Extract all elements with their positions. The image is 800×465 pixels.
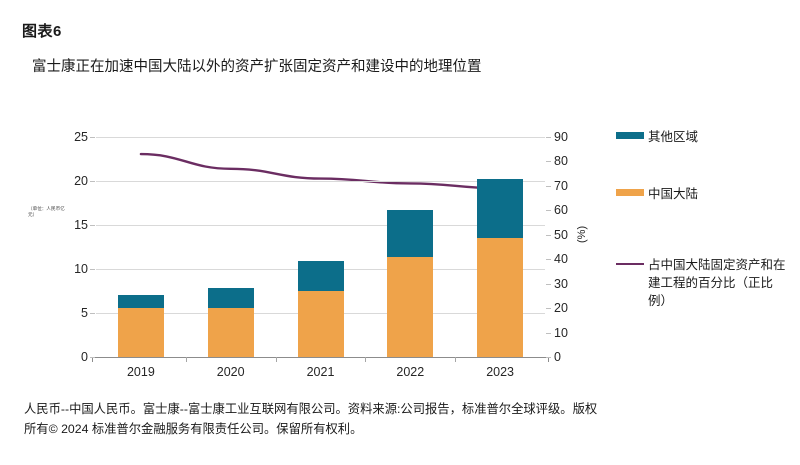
y-axis-right-tick-mark xyxy=(546,283,551,285)
legend-swatch-china-share-line xyxy=(616,263,644,265)
left-axis-unit-label: （单位：人民币亿元） xyxy=(28,206,65,217)
y-axis-left-tick-label: 0 xyxy=(81,350,88,364)
x-axis-tick-label: 2019 xyxy=(126,365,155,379)
y-axis-right-tick-label: 30 xyxy=(554,276,568,291)
bar-segment-china-mainland[interactable] xyxy=(297,291,344,357)
bar-segment-china-mainland[interactable] xyxy=(117,307,164,357)
gridline xyxy=(96,225,545,226)
legend-swatch-other-regions xyxy=(616,132,644,139)
percentage-line-series xyxy=(139,152,502,190)
x-axis-tick-label: 2021 xyxy=(306,365,335,379)
x-axis-tick-mark xyxy=(365,357,367,362)
y-axis-left-tick-mark xyxy=(90,269,95,270)
y-axis-left-tick-mark xyxy=(90,137,95,138)
y-axis-right-tick-mark xyxy=(546,185,551,187)
exhibit-label: 图表6 xyxy=(22,23,62,40)
x-axis-tick-mark xyxy=(185,357,187,362)
legend-item-china-share-line[interactable]: 占中国大陆固定资产和在建工程的百分比（正比例） xyxy=(616,256,790,310)
legend-item-china-mainland[interactable]: 中国大陆 xyxy=(616,185,790,203)
y-axis-right-tick-label: 0 xyxy=(554,350,561,364)
y-axis-right-tick-label: 10 xyxy=(554,325,568,340)
plot-area: 0 5 10 15 20 25 0 10 20 30 40 50 60 70 80 90 2019 2020 202… xyxy=(74,130,568,379)
y-axis-right-tick-mark xyxy=(546,332,551,334)
bar-segment-other-regions[interactable] xyxy=(297,261,344,291)
bar-segment-other-regions[interactable] xyxy=(387,210,434,257)
legend-swatch-china-mainland xyxy=(616,189,644,196)
x-axis-right-cap xyxy=(548,357,549,362)
x-axis-left-cap xyxy=(92,357,93,362)
y-axis-right-tick-label: 90 xyxy=(554,130,568,144)
legend-label-china-share-line: 占中国大陆固定资产和在建工程的百分比（正比例） xyxy=(648,258,786,309)
right-axis-unit-label: (%) xyxy=(576,225,588,243)
y-axis-right-tick-mark xyxy=(546,259,551,261)
x-axis-tick-label: 2023 xyxy=(486,365,514,379)
y-axis-right-tick-label: 40 xyxy=(554,252,568,267)
legend-item-other-regions[interactable]: 其他区域 xyxy=(616,128,790,146)
bar-segment-china-mainland[interactable] xyxy=(387,256,434,357)
page-title: 富士康正在加速中国大陆以外的资产扩张固定资产和建设中的地理位置 xyxy=(32,59,482,75)
y-axis-right-tick-label: 70 xyxy=(554,178,568,193)
y-axis-right-tick-label: 50 xyxy=(554,227,568,242)
bar-segment-other-regions[interactable] xyxy=(207,288,254,308)
gridline xyxy=(96,181,545,182)
y-axis-left-tick-label: 10 xyxy=(74,262,88,276)
bar-segment-other-regions[interactable] xyxy=(477,179,524,239)
y-axis-left-tick-label: 25 xyxy=(74,130,88,144)
line-path-china-share xyxy=(139,152,502,190)
footnote: 人民币--中国人民币。富士康--富士康工业互联网有限公司。资料来源:公司报告，标… xyxy=(24,402,598,436)
legend-label-other-regions: 其他区域 xyxy=(648,130,699,144)
y-axis-left-tick-label: 20 xyxy=(74,174,88,188)
x-axis-tick-label: 2020 xyxy=(216,365,245,379)
y-axis-right-tick-label: 20 xyxy=(554,301,568,316)
gridline xyxy=(96,137,545,138)
y-axis-right-tick-mark xyxy=(546,137,551,138)
y-axis-left-tick-mark xyxy=(90,181,95,182)
y-axis-right-tick-mark xyxy=(546,210,551,212)
y-axis-left-tick-label: 15 xyxy=(74,218,88,232)
y-axis-left-tick-mark xyxy=(90,357,95,358)
y-axis-left-tick-label: 5 xyxy=(81,306,88,320)
y-axis-right-tick-label: 60 xyxy=(554,203,568,218)
y-axis-right-tick-mark xyxy=(546,308,551,310)
y-axis-right-tick-mark xyxy=(546,161,551,163)
y-axis-left-tick-mark xyxy=(90,225,95,226)
y-axis-right-tick-mark xyxy=(546,357,551,358)
y-axis-right-tick-mark xyxy=(546,234,551,236)
x-axis-line xyxy=(92,357,549,358)
x-axis-tick-mark xyxy=(455,357,457,362)
x-axis-tick-label: 2022 xyxy=(396,365,425,379)
bar-segment-china-mainland[interactable] xyxy=(207,307,254,357)
x-axis-tick-mark xyxy=(275,357,277,362)
legend-label-china-mainland: 中国大陆 xyxy=(648,187,699,201)
y-axis-right-tick-label: 80 xyxy=(554,154,568,169)
bar-segment-other-regions[interactable] xyxy=(117,294,164,308)
y-axis-left-tick-mark xyxy=(90,313,95,314)
bar-segment-china-mainland[interactable] xyxy=(477,238,524,357)
